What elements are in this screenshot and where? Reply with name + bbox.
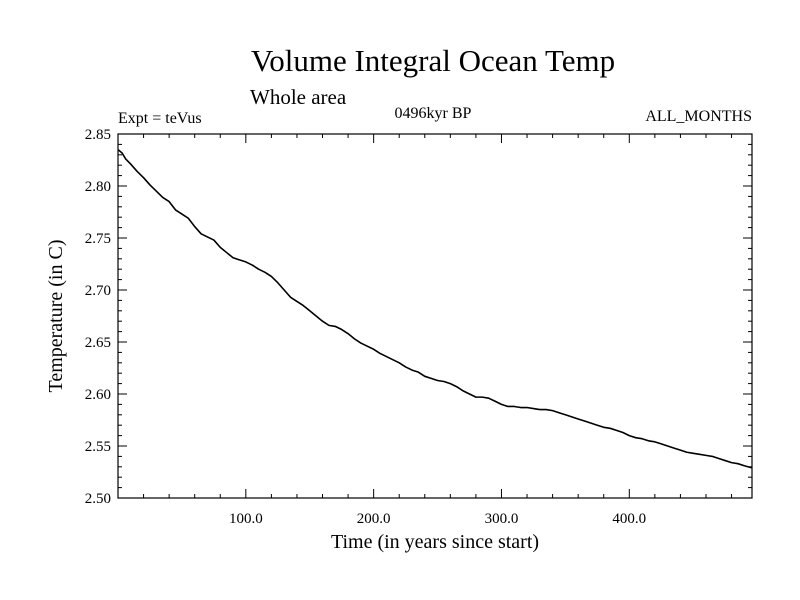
- y-axis: 2.50 2.55 2.60 2.65 2.70 2.75 2.80 2.85: [85, 127, 752, 507]
- y-tick-label: 2.70: [85, 283, 111, 299]
- period-label: 0496kyr BP: [395, 105, 472, 122]
- x-axis-label: Time (in years since start): [331, 531, 539, 553]
- series-layer: [117, 148, 753, 469]
- x-axis: 100.0 200.0 300.0 400.0: [143, 134, 733, 527]
- y-tick-label: 2.85: [85, 127, 111, 143]
- chart-subtitle: Whole area: [250, 85, 347, 109]
- y-tick-label: 2.55: [85, 439, 111, 455]
- experiment-label: Expt = teVus: [118, 110, 202, 127]
- series-line: [117, 148, 753, 469]
- y-tick-label: 2.75: [85, 231, 111, 247]
- x-tick-label: 100.0: [229, 511, 263, 527]
- x-tick-label: 300.0: [485, 511, 519, 527]
- x-tick-label: 200.0: [357, 511, 391, 527]
- chart-title: Volume Integral Ocean Temp: [251, 43, 615, 78]
- y-axis-label: Temperature (in C): [45, 240, 67, 393]
- y-tick-label: 2.50: [85, 491, 111, 507]
- y-tick-label: 2.65: [85, 335, 111, 351]
- x-tick-label: 400.0: [612, 511, 646, 527]
- y-tick-label: 2.60: [85, 387, 111, 403]
- y-tick-label: 2.80: [85, 179, 111, 195]
- plot-frame: [117, 133, 753, 499]
- months-label: ALL_MONTHS: [645, 108, 752, 125]
